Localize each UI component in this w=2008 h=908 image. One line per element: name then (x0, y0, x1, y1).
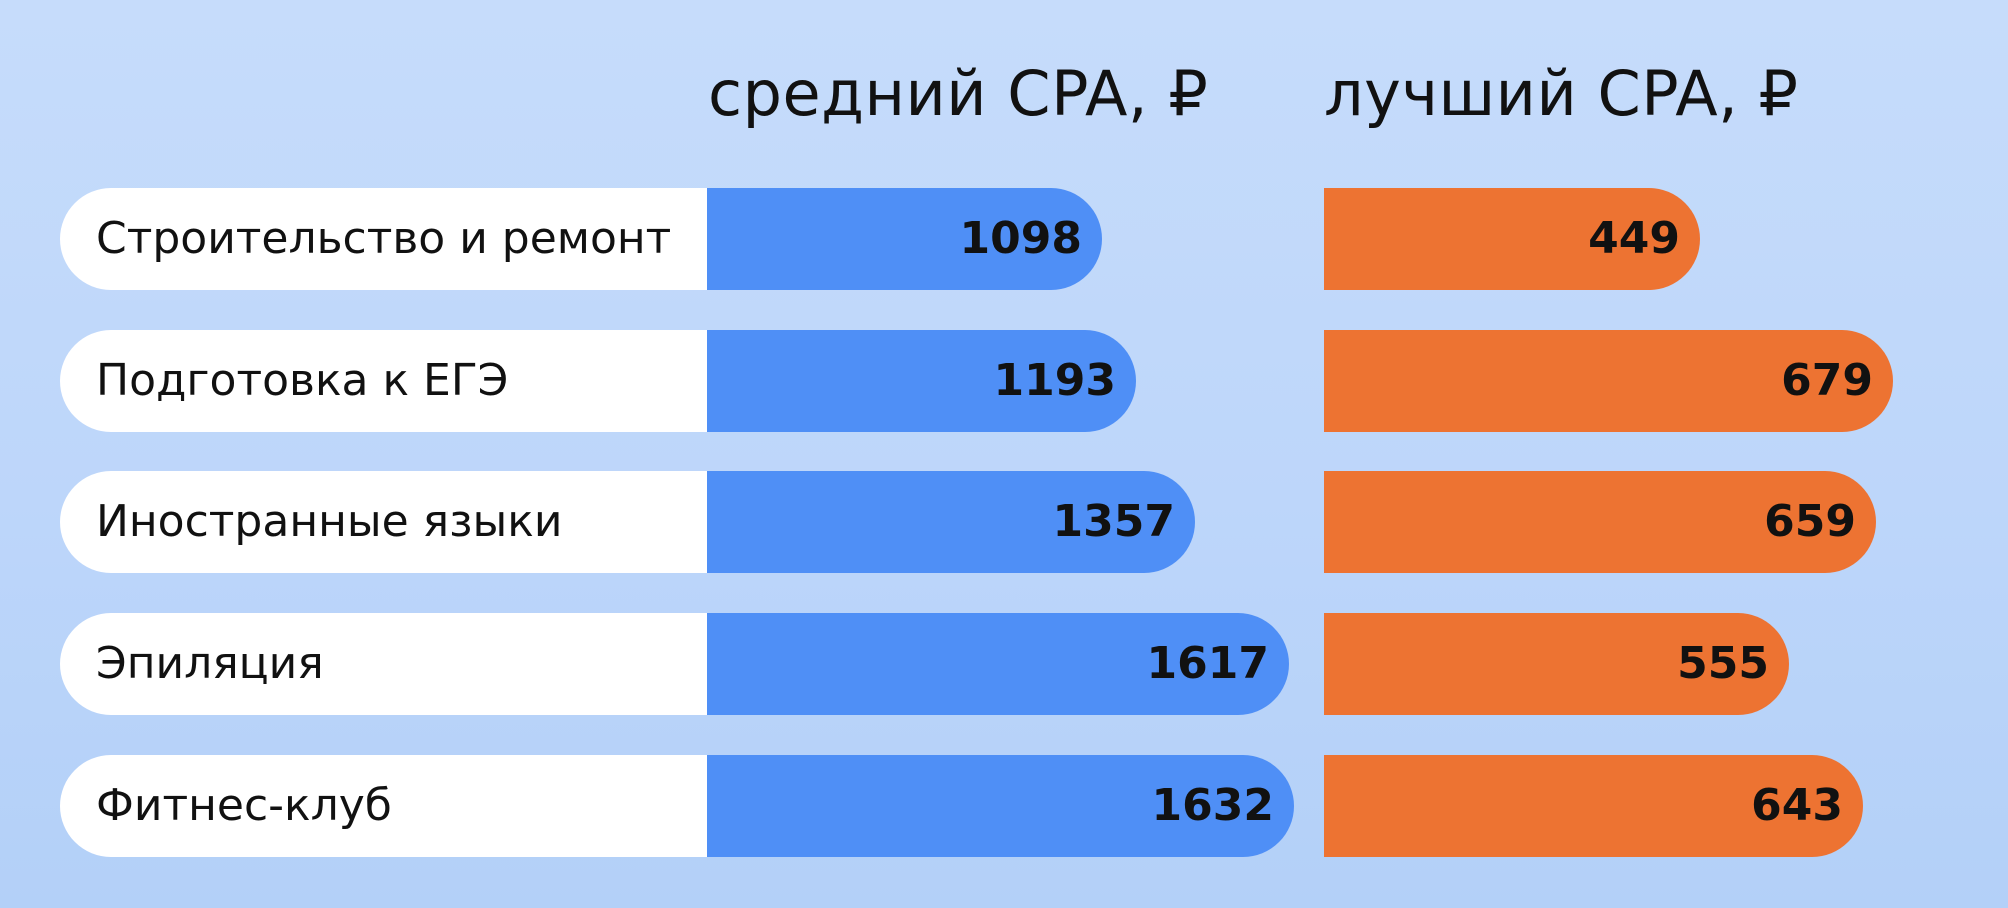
avg-cpa-heading: средний CPA, ₽ (708, 57, 1209, 130)
category-label-box: Подготовка к ЕГЭ (60, 330, 708, 432)
best-cpa-value-label: 659 (1764, 496, 1856, 547)
avg-cpa-bar: 1098 (707, 188, 1102, 290)
best-cpa-bar: 679 (1324, 330, 1893, 432)
avg-cpa-value-label: 1632 (1151, 780, 1274, 831)
category-label-box: Иностранные языки (60, 471, 708, 573)
best-cpa-value-label: 643 (1751, 780, 1843, 831)
category-label: Строительство и ремонт (96, 213, 672, 264)
chart-row: Иностранные языки 1357 659 (0, 471, 2008, 573)
category-label-box: Фитнес-клуб (60, 755, 708, 857)
avg-cpa-value-label: 1617 (1146, 638, 1269, 689)
best-cpa-bar: 643 (1324, 755, 1863, 857)
chart-row: Подготовка к ЕГЭ 1193 679 (0, 330, 2008, 432)
best-cpa-bar: 659 (1324, 471, 1876, 573)
category-label: Эпиляция (96, 638, 324, 689)
best-cpa-value-label: 555 (1677, 638, 1769, 689)
category-label-box: Эпиляция (60, 613, 708, 715)
best-cpa-heading: лучший CPA, ₽ (1324, 57, 1799, 130)
avg-cpa-bar: 1357 (707, 471, 1195, 573)
avg-cpa-bar: 1632 (707, 755, 1294, 857)
category-label: Фитнес-клуб (96, 780, 392, 831)
best-cpa-bar: 555 (1324, 613, 1789, 715)
avg-cpa-value-label: 1098 (959, 213, 1082, 264)
avg-cpa-value-label: 1357 (1052, 496, 1175, 547)
category-label: Иностранные языки (96, 496, 563, 547)
chart-row: Строительство и ремонт 1098 449 (0, 188, 2008, 290)
category-label: Подготовка к ЕГЭ (96, 355, 509, 406)
best-cpa-value-label: 679 (1781, 355, 1873, 406)
chart-row: Эпиляция 1617 555 (0, 613, 2008, 715)
best-cpa-bar: 449 (1324, 188, 1700, 290)
category-label-box: Строительство и ремонт (60, 188, 708, 290)
best-cpa-value-label: 449 (1588, 213, 1680, 264)
avg-cpa-bar: 1193 (707, 330, 1136, 432)
chart-row: Фитнес-клуб 1632 643 (0, 755, 2008, 857)
avg-cpa-bar: 1617 (707, 613, 1289, 715)
avg-cpa-value-label: 1193 (993, 355, 1116, 406)
